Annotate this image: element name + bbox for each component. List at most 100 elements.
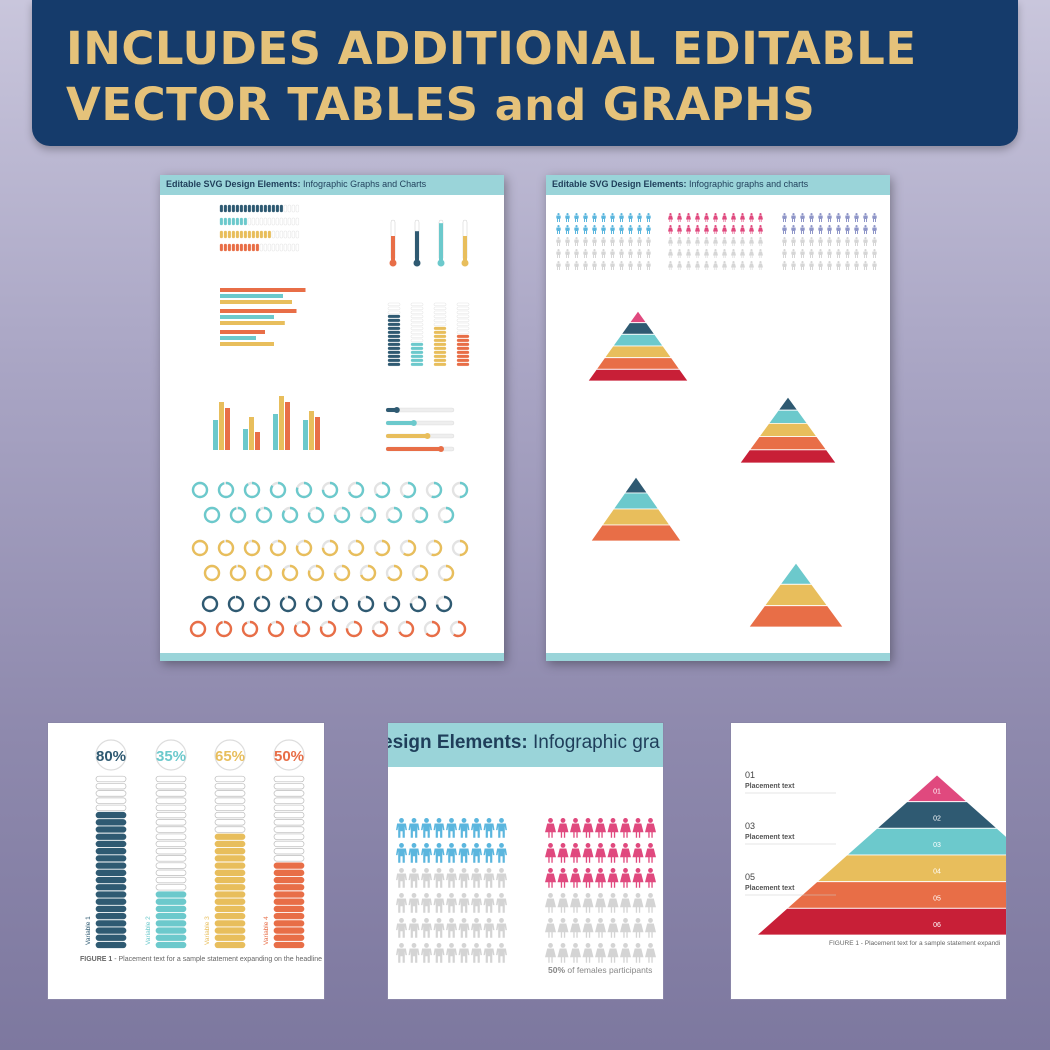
- bar-segment: [287, 217, 291, 226]
- bar-segment: [387, 314, 401, 318]
- bar-segment: [410, 362, 424, 366]
- donut-fill: [307, 564, 325, 582]
- person-icon: [545, 843, 556, 863]
- bar-segment: [263, 230, 267, 239]
- person-icon: [854, 237, 859, 246]
- page-header-bar: Editable SVG Design Elements: Infographi…: [546, 175, 890, 195]
- person-icon: [620, 893, 631, 913]
- person-icon: [731, 225, 736, 234]
- bar-segment: [387, 334, 401, 338]
- bar-segment: [214, 855, 246, 862]
- donut-fill: [227, 595, 245, 613]
- page-title: Editable SVG Design Elements: Infographi…: [552, 179, 809, 189]
- person-icon: [483, 843, 495, 863]
- person-icon: [421, 893, 432, 913]
- donut-fill: [359, 564, 377, 582]
- donut-fill: [321, 539, 339, 557]
- donut-fill: [373, 481, 391, 499]
- bar-segment: [223, 243, 227, 252]
- person-icon: [595, 868, 606, 888]
- preview-card-bar-stacks: FIGURE 1 - Placement text for a sample s…: [47, 722, 325, 1000]
- bar-segment: [433, 334, 447, 338]
- document-page-pyramids: Editable SVG Design Elements: Infographi…: [546, 175, 890, 661]
- person-icon: [668, 261, 673, 270]
- page-title: Editable SVG Design Elements: Infographi…: [166, 179, 427, 189]
- bar-segment: [214, 869, 246, 876]
- person-icon: [433, 818, 445, 838]
- bar-segment: [247, 204, 251, 213]
- donut-fill: [437, 564, 455, 582]
- bar-segment: [214, 775, 246, 783]
- bar-segment: [95, 804, 127, 812]
- bar-segment: [273, 826, 305, 833]
- pyramid-level-label: 02: [933, 815, 941, 822]
- page-header-bar: Editable SVG Design Elements: Infographi…: [160, 175, 504, 195]
- bar-segment: [275, 217, 279, 226]
- person-icon: [740, 213, 745, 222]
- person-icon: [592, 225, 597, 234]
- person-icon: [556, 249, 561, 258]
- bar-segment: [283, 217, 287, 226]
- person-icon: [446, 893, 457, 913]
- person-icon: [396, 893, 407, 913]
- person-icon: [645, 943, 656, 963]
- person-icon: [396, 843, 407, 863]
- page-footer-bar: [546, 653, 890, 661]
- person-icon: [421, 818, 432, 838]
- donut-fill: [203, 506, 221, 524]
- person-icon: [595, 818, 606, 838]
- person-icon: [637, 249, 642, 258]
- person-icon: [800, 237, 805, 246]
- bar-segment: [95, 941, 127, 949]
- person-icon: [601, 249, 606, 258]
- bar-segment: [214, 905, 246, 913]
- banner-line-2-and: and: [494, 81, 587, 131]
- bar-segment: [155, 898, 187, 905]
- bar-segment: [239, 217, 243, 226]
- person-icon: [632, 868, 644, 888]
- banner-line-2-part-a: VECTOR TABLES: [66, 78, 495, 131]
- bar-segment: [433, 302, 447, 306]
- bar-segment: [259, 217, 263, 226]
- person-icon: [583, 213, 588, 222]
- bar-segment: [271, 230, 275, 239]
- bar-stack: 65% Variable 3: [204, 739, 246, 949]
- bar-segment: [155, 876, 187, 884]
- person-icon: [592, 213, 597, 222]
- person-icon: [677, 249, 682, 258]
- person-icon: [845, 237, 850, 246]
- bar-segment: [456, 326, 470, 330]
- person-icon: [565, 261, 570, 270]
- bar-segment: [456, 334, 470, 338]
- pyramid-level: [628, 310, 648, 324]
- person-icon: [496, 943, 507, 963]
- bar-segment: [271, 217, 275, 226]
- thermometer-bulb: [437, 259, 445, 267]
- thermometer-bulb: [413, 259, 421, 267]
- donut-fill: [435, 595, 453, 613]
- donut-fill: [385, 564, 403, 582]
- person-icon: [574, 249, 579, 258]
- person-icon: [758, 213, 763, 222]
- pyramid-graphic: FIGURE 1 - Placement text for a sample s…: [745, 770, 1006, 947]
- pyramid-level: [590, 524, 682, 542]
- column: [285, 402, 290, 450]
- donut-fill: [399, 539, 417, 557]
- person-icon: [446, 818, 457, 838]
- bar-segment: [95, 905, 127, 913]
- bar-segment: [235, 217, 239, 226]
- bar-segment: [456, 358, 470, 362]
- bar-segment: [410, 318, 424, 322]
- bar-segment: [267, 204, 271, 213]
- bar-segment: [263, 217, 267, 226]
- person-icon: [607, 893, 619, 913]
- donut-fill: [267, 620, 285, 638]
- person-icon: [421, 943, 432, 963]
- person-icon: [433, 943, 445, 963]
- bar-segment: [243, 217, 247, 226]
- person-icon: [628, 237, 633, 246]
- donut-fill: [295, 481, 313, 499]
- donut-fill: [383, 595, 401, 613]
- person-icon: [601, 213, 606, 222]
- pyramid-level: [758, 422, 818, 438]
